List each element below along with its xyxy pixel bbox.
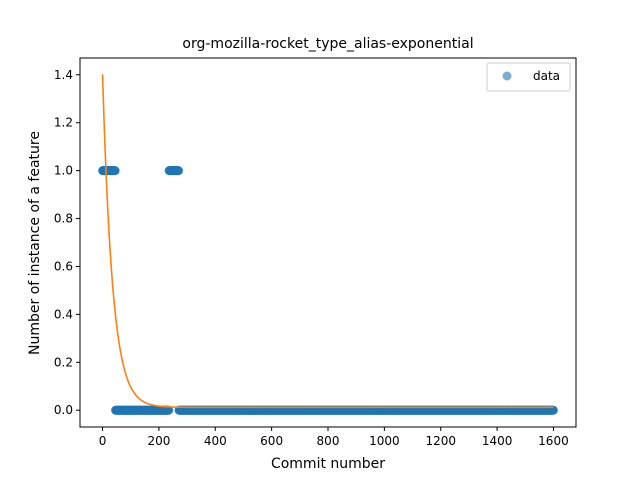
- legend-marker-data: [502, 71, 512, 81]
- y-tick-label: 1.4: [54, 68, 73, 82]
- chart-title: org-mozilla-rocket_type_alias-exponentia…: [182, 36, 473, 52]
- x-tick-label: 600: [260, 434, 283, 448]
- data-point: [164, 405, 174, 415]
- data-point: [174, 166, 184, 176]
- y-tick-label: 0.6: [54, 259, 73, 273]
- fit-line: [101, 74, 554, 409]
- legend: data: [486, 62, 571, 92]
- y-tick-label: 1.0: [54, 164, 73, 178]
- x-tick-label: 400: [204, 434, 227, 448]
- x-tick-label: 1400: [482, 434, 513, 448]
- y-axis-title: Number of instance of a feature: [27, 131, 43, 355]
- x-tick-label: 800: [317, 434, 340, 448]
- y-tick-label: 0.4: [54, 307, 73, 321]
- x-tick-label: 200: [147, 434, 170, 448]
- y-tick-label: 0.0: [54, 403, 73, 417]
- x-axis-title: Commit number: [271, 456, 385, 472]
- y-tick-label: 1.2: [54, 116, 73, 130]
- data-point: [110, 166, 120, 176]
- y-tick-label: 0.2: [54, 355, 73, 369]
- legend-label-data: data: [533, 69, 560, 83]
- x-tick-label: 0: [99, 434, 107, 448]
- axes: 0 200 400 600 800 1000 1200 1400 1600 0.0 0.2 0.4 0.…: [54, 57, 577, 448]
- x-tick-label: 1600: [538, 434, 569, 448]
- legend-box: [486, 62, 571, 92]
- plot-area: [98, 74, 558, 415]
- y-tick-label: 0.8: [54, 212, 73, 226]
- x-tick-label: 1000: [369, 434, 400, 448]
- x-tick-label: 1200: [425, 434, 456, 448]
